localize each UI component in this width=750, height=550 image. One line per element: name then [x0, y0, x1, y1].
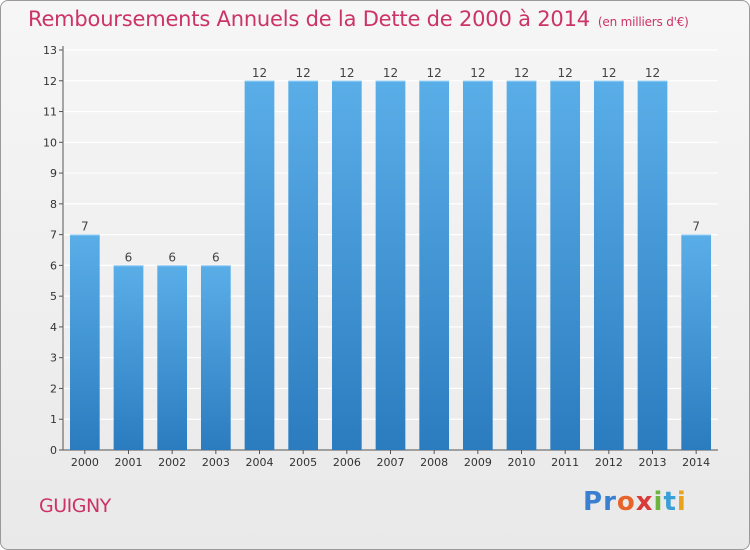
- bar-value-label: 6: [125, 250, 133, 264]
- y-tick-label: 11: [43, 106, 57, 119]
- x-tick-label: 2008: [420, 456, 448, 469]
- bar: [550, 80, 581, 451]
- logo-letter: i: [676, 487, 687, 517]
- bar-value-label: 12: [645, 66, 660, 80]
- x-tick-label: 2007: [377, 456, 405, 469]
- commune-name: GUIGNY: [39, 495, 111, 517]
- y-tick-label: 12: [43, 75, 57, 88]
- y-tick-label: 6: [50, 259, 57, 272]
- logo-letter: P: [583, 487, 604, 517]
- x-tick-label: 2006: [333, 456, 361, 469]
- logo-letter: r: [603, 487, 617, 517]
- y-tick-label: 8: [50, 198, 57, 211]
- logo-letter: x: [635, 487, 654, 517]
- bar: [69, 234, 100, 450]
- y-tick-label: 4: [50, 321, 57, 334]
- y-tick-label: 13: [43, 44, 57, 57]
- bar-value-label: 12: [601, 66, 616, 80]
- bar: [375, 80, 406, 451]
- bars: [69, 80, 712, 451]
- bar-value-label: 6: [212, 250, 220, 264]
- bar: [113, 265, 144, 450]
- x-tick-label: 2001: [115, 456, 143, 469]
- logo-letter: t: [663, 487, 677, 517]
- bar: [244, 80, 275, 451]
- y-tick-label: 0: [50, 444, 57, 457]
- x-tick-label: 2002: [158, 456, 186, 469]
- y-tick-label: 2: [50, 382, 57, 395]
- bar-value-label: 12: [296, 66, 311, 80]
- bar: [331, 80, 362, 451]
- y-tick-label: 1: [50, 413, 57, 426]
- y-tick-label: 5: [50, 290, 57, 303]
- bar: [681, 234, 712, 450]
- bar-value-label: 7: [692, 220, 700, 234]
- x-tick-label: 2003: [202, 456, 230, 469]
- y-tick-label: 9: [50, 167, 57, 180]
- x-tick-label: 2000: [71, 456, 99, 469]
- y-tick-label: 10: [43, 136, 57, 149]
- bar-value-label: 12: [514, 66, 529, 80]
- x-tick-label: 2004: [246, 456, 274, 469]
- bar-value-label: 12: [470, 66, 485, 80]
- proxiti-logo: Proxiti: [583, 487, 687, 517]
- bar-value-label: 7: [81, 220, 89, 234]
- bar: [593, 80, 624, 451]
- bar: [462, 80, 493, 451]
- bar: [200, 265, 231, 450]
- bar: [157, 265, 188, 450]
- x-tick-label: 2012: [595, 456, 623, 469]
- x-tick-label: 2013: [639, 456, 667, 469]
- logo-letter: o: [616, 487, 636, 517]
- chart-title: Remboursements Annuels de la Dette de 20…: [28, 7, 689, 31]
- x-tick-label: 2014: [682, 456, 710, 469]
- bar-value-label: 12: [252, 66, 267, 80]
- bar-value-label: 12: [427, 66, 442, 80]
- bar: [506, 80, 537, 451]
- bar-value-label: 6: [168, 250, 176, 264]
- x-tick-label: 2011: [551, 456, 579, 469]
- bar-value-label: 12: [558, 66, 573, 80]
- bar: [288, 80, 319, 451]
- labels: 0123456789101112137200062001620026200312…: [43, 44, 710, 469]
- bar-value-label: 12: [339, 66, 354, 80]
- bar-value-label: 12: [383, 66, 398, 80]
- y-tick-label: 3: [50, 352, 57, 365]
- bar: [637, 80, 668, 451]
- x-tick-label: 2010: [508, 456, 536, 469]
- chart-subtitle: (en milliers d'€): [597, 15, 689, 29]
- bar: [419, 80, 450, 451]
- x-tick-label: 2005: [289, 456, 317, 469]
- x-tick-label: 2009: [464, 456, 492, 469]
- logo-letter: i: [653, 487, 664, 517]
- chart-title-text: Remboursements Annuels de la Dette de 20…: [28, 7, 590, 31]
- y-tick-label: 7: [50, 229, 57, 242]
